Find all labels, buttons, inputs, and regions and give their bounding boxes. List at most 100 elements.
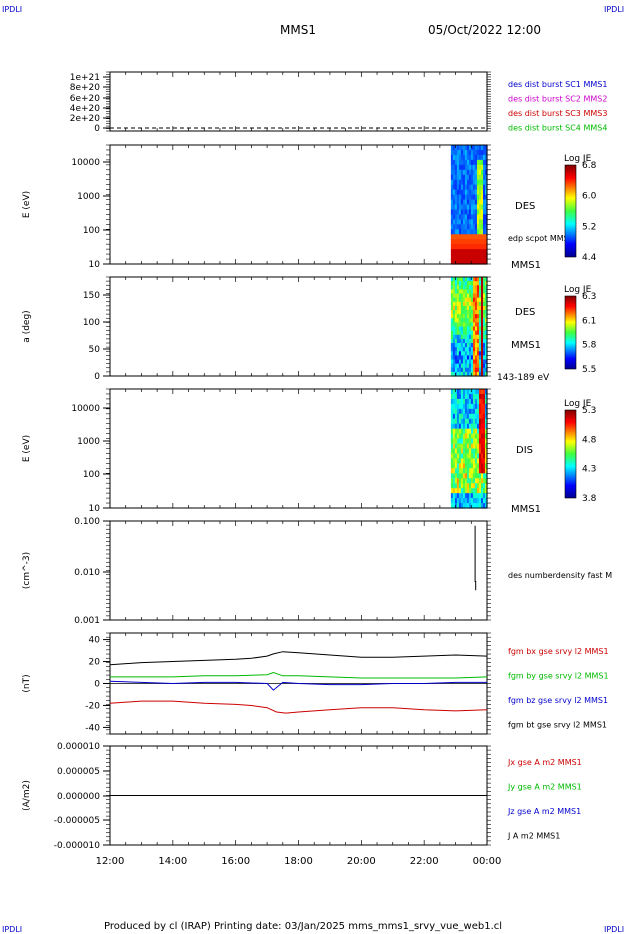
des-pitch-cell: [464, 297, 468, 303]
des-pitch-cell: [480, 301, 484, 307]
des-pitch-cell: [450, 310, 454, 315]
des-energy-cell: [480, 224, 484, 230]
des-pitch-cell: [450, 334, 454, 340]
des-pitch-cell: [452, 318, 456, 323]
des-pitch-cell: [460, 338, 464, 344]
dis-energy-cell: [476, 498, 480, 504]
des-energy-cell: [476, 259, 480, 265]
dis-energy-cell: [462, 458, 466, 464]
des-energy-cell: [480, 184, 484, 191]
dis-energy-cell: [470, 448, 474, 455]
dis-energy-cell: [470, 493, 474, 499]
dis-energy-cell: [454, 463, 458, 469]
dis-energy-cell: [464, 453, 468, 460]
des-pitch-cell: [476, 334, 480, 340]
des-pitch-cell: [484, 293, 488, 299]
dis-energy-cell: [466, 443, 470, 450]
dis-energy-cell: [450, 488, 454, 494]
des-pitch-cell: [474, 285, 478, 290]
dis-energy-cell: [462, 413, 466, 420]
dis-energy-cell: [454, 478, 458, 484]
dis-energy-cell: [452, 398, 456, 405]
dis-energy-cell: [458, 448, 462, 455]
dis-energy-cell: [452, 443, 456, 450]
dis-energy-cell: [480, 389, 484, 395]
des-energy-cell: [462, 219, 466, 225]
des-energy-cell: [474, 194, 478, 201]
dis-energy-cell: [456, 453, 460, 460]
des-pitch-cell: [450, 305, 454, 311]
des-pitch-cell: [476, 351, 480, 356]
des-pitch-cell: [480, 310, 484, 315]
dis-energy-cell: [450, 403, 454, 410]
dis-energy-cell: [480, 418, 484, 425]
dis-energy-cell: [480, 398, 484, 405]
des-pitch-cell: [460, 318, 464, 323]
des-pitch-cell: [456, 289, 460, 295]
dis-energy-cell: [452, 433, 456, 440]
dis-energy-cell: [456, 483, 460, 489]
dis-energy-cell: [456, 423, 460, 430]
x-tick-label: 14:00: [158, 856, 187, 867]
des-pitch-cell: [480, 297, 484, 303]
des-pitch-cell: [478, 297, 482, 303]
dis-energy-cell: [454, 423, 458, 430]
des-energy-cell: [470, 194, 474, 201]
des-pitch-cell: [484, 285, 488, 290]
des-pitch-cell: [452, 359, 456, 365]
dis-energy-cell: [456, 433, 460, 440]
des-energy-cell: [452, 149, 456, 156]
des-energy-cell: [466, 254, 470, 260]
dis-energy-cell: [484, 433, 488, 440]
dis-energy-cell: [452, 389, 456, 395]
des-energy-cell: [464, 214, 468, 220]
des-energy-cell: [484, 169, 488, 176]
des-energy-cell: [454, 259, 458, 265]
dis-energy-cell: [458, 393, 462, 400]
dis-energy-cell: [468, 488, 472, 494]
des-pitch-cell: [460, 371, 464, 377]
des-pitch-cell: [460, 326, 464, 332]
des-pitch-cell: [466, 318, 470, 323]
des-energy-cell: [462, 234, 466, 240]
des-pitch-cell: [474, 310, 478, 315]
dis-energy-cell: [468, 493, 472, 499]
des-energy-cell: [476, 164, 480, 171]
des-pitch-cell: [468, 347, 472, 352]
des-pitch-cell: [464, 301, 468, 307]
des-pitch-cell: [452, 285, 456, 290]
des-pitch-cell: [482, 371, 486, 377]
dis-energy-cell: [460, 493, 464, 499]
des-energy-cell: [468, 224, 472, 230]
des-pitch-cell: [450, 367, 454, 373]
des-pitch-cell: [454, 371, 458, 377]
des-pitch-cell: [460, 277, 464, 282]
dis-energy-cell: [458, 408, 462, 415]
dis-energy-cell: [478, 393, 482, 400]
des-energy-cell: [470, 174, 474, 181]
des-energy-cell: [450, 169, 454, 176]
des-pitch-cell: [474, 293, 478, 299]
dis-energy-cell: [470, 453, 474, 460]
dis-energy-cell: [462, 398, 466, 405]
dis-energy-cell: [466, 493, 470, 499]
dis-energy-cell: [460, 408, 464, 415]
des-pitch-y-tick-label: 100: [83, 318, 100, 328]
dis-energy-cell: [466, 428, 470, 435]
des-pitch-cell: [456, 277, 460, 282]
des-pitch-cell: [450, 293, 454, 299]
des-pitch-cell: [450, 330, 454, 336]
dis-energy-cell: [468, 503, 472, 509]
des-pitch-cell: [468, 281, 472, 286]
des-pitch-cell: [484, 334, 488, 340]
dis-energy-cell: [458, 463, 462, 469]
des-pitch-cell: [476, 285, 480, 290]
des-pitch-cell: [460, 289, 464, 295]
des-energy-cell: [464, 159, 468, 166]
des-energy-cell: [470, 189, 474, 196]
des-pitch-cell: [450, 343, 454, 348]
dis-energy-cell: [460, 488, 464, 494]
dis-energy-cell: [474, 433, 478, 440]
dist-burst-legend-item: des dist burst SC2 MMS2: [508, 95, 607, 104]
dis-energy-cell: [454, 433, 458, 440]
